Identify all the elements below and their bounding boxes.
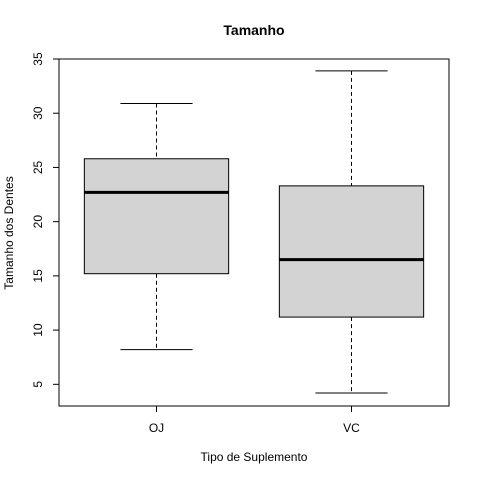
interquartile-box bbox=[278, 185, 425, 318]
y-tick-label: 30 bbox=[31, 106, 45, 120]
y-axis-label: Tamanho dos Dentes bbox=[2, 176, 16, 289]
x-axis: OJ VC bbox=[149, 405, 360, 435]
y-tick-label: 35 bbox=[31, 52, 45, 66]
y-tick-label: 15 bbox=[31, 269, 45, 283]
y-axis: 5 10 15 20 25 30 35 bbox=[31, 52, 60, 388]
x-axis-label: Tipo de Suplemento bbox=[201, 450, 308, 464]
x-tick-label: VC bbox=[343, 421, 360, 435]
y-tick-label: 25 bbox=[31, 160, 45, 174]
chart-title: Tamanho bbox=[223, 22, 284, 38]
boxes-layer bbox=[83, 70, 425, 394]
x-tick-label: OJ bbox=[149, 421, 164, 435]
y-tick-label: 20 bbox=[31, 215, 45, 229]
y-tick-label: 10 bbox=[31, 323, 45, 337]
box-VC bbox=[278, 70, 425, 394]
box-OJ bbox=[83, 102, 230, 351]
interquartile-box bbox=[83, 158, 230, 275]
y-tick-label: 5 bbox=[31, 381, 45, 388]
